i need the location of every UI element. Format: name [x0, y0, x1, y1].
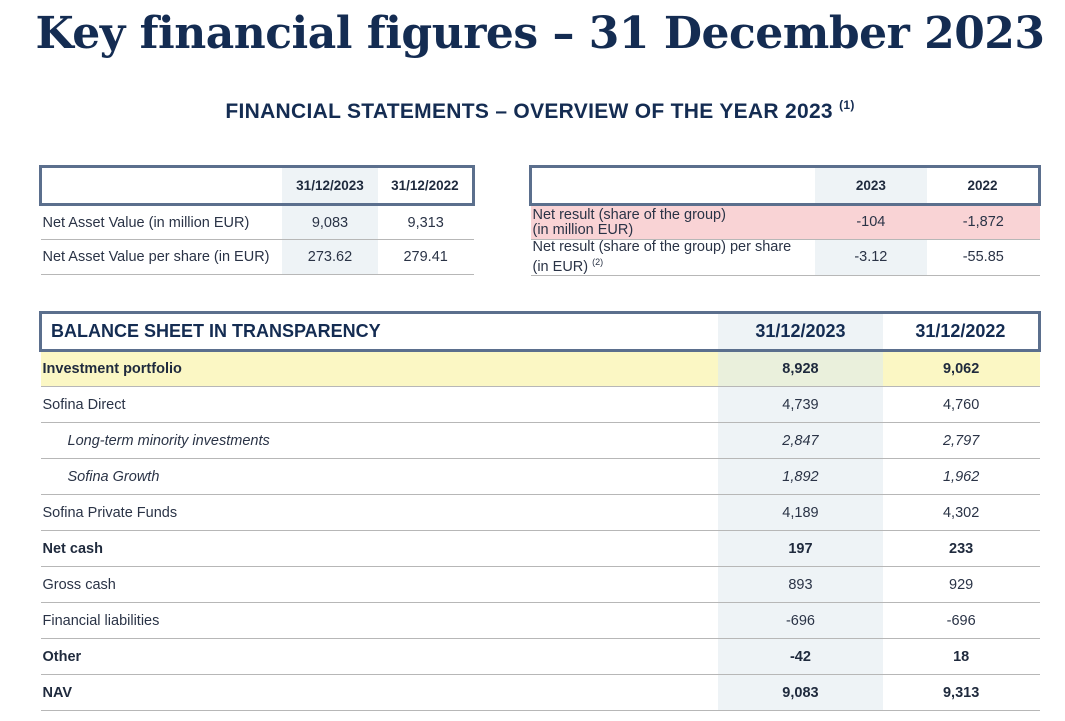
value-2022: 4,760: [882, 386, 1040, 423]
table-row: Net cash 197 233: [40, 530, 1040, 567]
value-2022: 9,313: [377, 204, 474, 240]
value-2023: 1,892: [718, 458, 883, 495]
value-2023: -42: [718, 638, 883, 675]
row-label: Other: [40, 638, 719, 675]
row-label: Net result (share of the group) per shar…: [530, 239, 815, 276]
row-label: NAV: [40, 674, 719, 711]
value-2022: 233: [882, 530, 1040, 567]
value-2023: -3.12: [814, 239, 928, 276]
nav-table: 31/12/2023 31/12/2022 Net Asset Value (i…: [39, 165, 475, 275]
row-label: Net Asset Value (in million EUR): [40, 204, 283, 240]
value-2022: 929: [882, 566, 1040, 603]
row-footnote: (2): [592, 257, 604, 267]
value-2023: 8,928: [718, 350, 883, 387]
table-row: Other -42 18: [40, 638, 1040, 675]
net-result-table-header: 2023 2022: [528, 165, 1042, 206]
subtitle-text: FINANCIAL STATEMENTS – OVERVIEW OF THE Y…: [225, 100, 833, 123]
row-label: Sofina Private Funds: [40, 494, 719, 531]
value-2022: 279.41: [377, 239, 474, 275]
value-2023: 4,739: [718, 386, 883, 423]
value-2022: -1,872: [927, 204, 1040, 240]
row-label-line2: (in EUR): [532, 258, 589, 275]
value-2023: 9,083: [718, 674, 883, 711]
table-row: Sofina Private Funds 4,189 4,302: [40, 494, 1040, 531]
balance-sheet-header: BALANCE SHEET IN TRANSPARENCY 31/12/2023…: [39, 311, 1041, 352]
net-result-header-2022: 2022: [927, 165, 1042, 206]
row-label: Net cash: [40, 530, 719, 567]
table-row: Net result (share of the group) per shar…: [530, 239, 1040, 276]
value-2023: -696: [718, 602, 883, 639]
table-row: Long-term minority investments 2,847 2,7…: [40, 422, 1040, 459]
page-title: Key financial figures – 31 December 2023: [35, 8, 1045, 59]
subtitle-footnote: (1): [839, 98, 855, 112]
row-label: Gross cash: [40, 566, 719, 603]
table-row: Net result (share of the group) (in mill…: [530, 204, 1040, 240]
value-2023: 197: [718, 530, 883, 567]
value-2022: -696: [882, 602, 1040, 639]
nav-table-header: 31/12/2023 31/12/2022: [39, 165, 475, 206]
row-label: Financial liabilities: [40, 602, 719, 639]
nav-table-header-2023: 31/12/2023: [282, 165, 378, 206]
balance-sheet-title: BALANCE SHEET IN TRANSPARENCY: [39, 311, 719, 352]
nav-table-header-label: [39, 165, 283, 206]
table-row: Financial liabilities -696 -696: [40, 602, 1040, 639]
table-row: NAV 9,083 9,313: [40, 674, 1040, 711]
value-2023: 893: [718, 566, 883, 603]
row-label-line1: Net result (share of the group): [532, 206, 726, 223]
page-subtitle: FINANCIAL STATEMENTS – OVERVIEW OF THE Y…: [0, 98, 1065, 124]
net-result-table: 2023 2022 Net result (share of the group…: [528, 165, 1042, 276]
balance-sheet-header-2023: 31/12/2023: [718, 311, 883, 352]
balance-sheet-header-2022: 31/12/2022: [882, 311, 1041, 352]
value-2022: 18: [882, 638, 1040, 675]
value-2022: 1,962: [882, 458, 1040, 495]
net-result-header-2023: 2023: [814, 165, 928, 206]
net-result-header-label: [528, 165, 815, 206]
row-label-line2: (in million EUR): [532, 221, 634, 238]
value-2023: 4,189: [718, 494, 883, 531]
row-label: Investment portfolio: [40, 350, 719, 387]
value-2023: 9,083: [282, 204, 378, 240]
value-2022: 4,302: [882, 494, 1040, 531]
value-2022: 9,062: [882, 350, 1040, 387]
balance-sheet-table: BALANCE SHEET IN TRANSPARENCY 31/12/2023…: [39, 311, 1041, 711]
row-label: Net result (share of the group) (in mill…: [530, 204, 815, 240]
value-2023: 273.62: [282, 239, 378, 275]
row-label: Net Asset Value per share (in EUR): [40, 239, 283, 275]
row-label: Long-term minority investments: [40, 422, 719, 459]
value-2022: 9,313: [882, 674, 1040, 711]
table-row: Investment portfolio 8,928 9,062: [40, 350, 1040, 387]
nav-table-header-2022: 31/12/2022: [377, 165, 475, 206]
table-row: Net Asset Value (in million EUR) 9,083 9…: [40, 204, 474, 240]
table-row: Sofina Growth 1,892 1,962: [40, 458, 1040, 495]
value-2022: 2,797: [882, 422, 1040, 459]
row-label: Sofina Growth: [40, 458, 719, 495]
value-2023: 2,847: [718, 422, 883, 459]
table-row: Sofina Direct 4,739 4,760: [40, 386, 1040, 423]
value-2022: -55.85: [927, 239, 1040, 276]
table-row: Gross cash 893 929: [40, 566, 1040, 603]
row-label-line1: Net result (share of the group) per shar…: [532, 239, 792, 255]
value-2023: -104: [814, 204, 928, 240]
row-label: Sofina Direct: [40, 386, 719, 423]
table-row: Net Asset Value per share (in EUR) 273.6…: [40, 239, 474, 275]
